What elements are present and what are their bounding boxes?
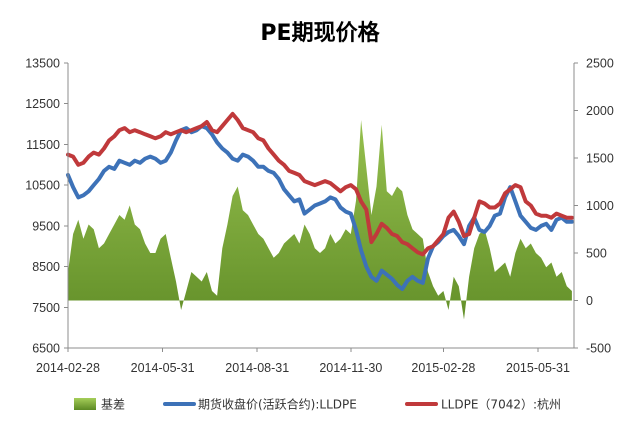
left-y-tick-label: 6500 — [32, 342, 60, 356]
x-tick-label: 2014-05-31 — [131, 361, 195, 375]
legend-label-basis: 基差 — [101, 398, 125, 412]
basis-area — [68, 120, 572, 320]
right-y-tick-label: 2000 — [586, 104, 614, 118]
left-y-tick-label: 12500 — [25, 97, 60, 111]
right-y-tick-label: 1000 — [586, 199, 614, 213]
legend-label-futures: 期货收盘价(活跃合约):LLDPE — [198, 397, 357, 412]
right-y-tick-label: 500 — [586, 247, 607, 261]
futures-price-line — [66, 124, 574, 291]
left-y-tick-label: 11500 — [26, 138, 60, 152]
left-y-tick-label: 13500 — [25, 57, 60, 71]
plot-area — [66, 111, 574, 320]
x-tick-label: 2015-02-28 — [411, 361, 475, 375]
legend-label-hangzhou: LLDPE（7042）:杭州 — [441, 397, 561, 412]
left-y-tick-label: 9500 — [32, 219, 60, 233]
right-y-tick-label: 2500 — [586, 57, 614, 71]
right-y-tick-label: 0 — [586, 294, 593, 308]
right-y-tick-label: 1500 — [586, 152, 614, 166]
left-y-tick-label: 7500 — [32, 301, 60, 315]
legend: 基差 期货收盘价(活跃合约):LLDPE LLDPE（7042）:杭州 — [74, 397, 561, 412]
x-tick-label: 2014-08-31 — [225, 361, 289, 375]
chart-title: PE期现价格 — [260, 20, 380, 46]
left-y-tick-label: 10500 — [25, 179, 60, 193]
x-tick-label: 2014-02-28 — [36, 361, 100, 375]
right-y-tick-label: -500 — [586, 342, 611, 356]
axes — [64, 62, 578, 352]
x-tick-label: 2015-05-31 — [506, 361, 570, 375]
left-y-tick-label: 8500 — [32, 260, 60, 274]
legend-swatch-basis — [74, 398, 96, 410]
x-tick-label: 2014-11-30 — [319, 361, 382, 375]
hangzhou-price-line — [66, 111, 574, 257]
tick-labels: 13500 12500 11500 10500 9500 8500 7500 6500 2500… — [25, 57, 614, 376]
